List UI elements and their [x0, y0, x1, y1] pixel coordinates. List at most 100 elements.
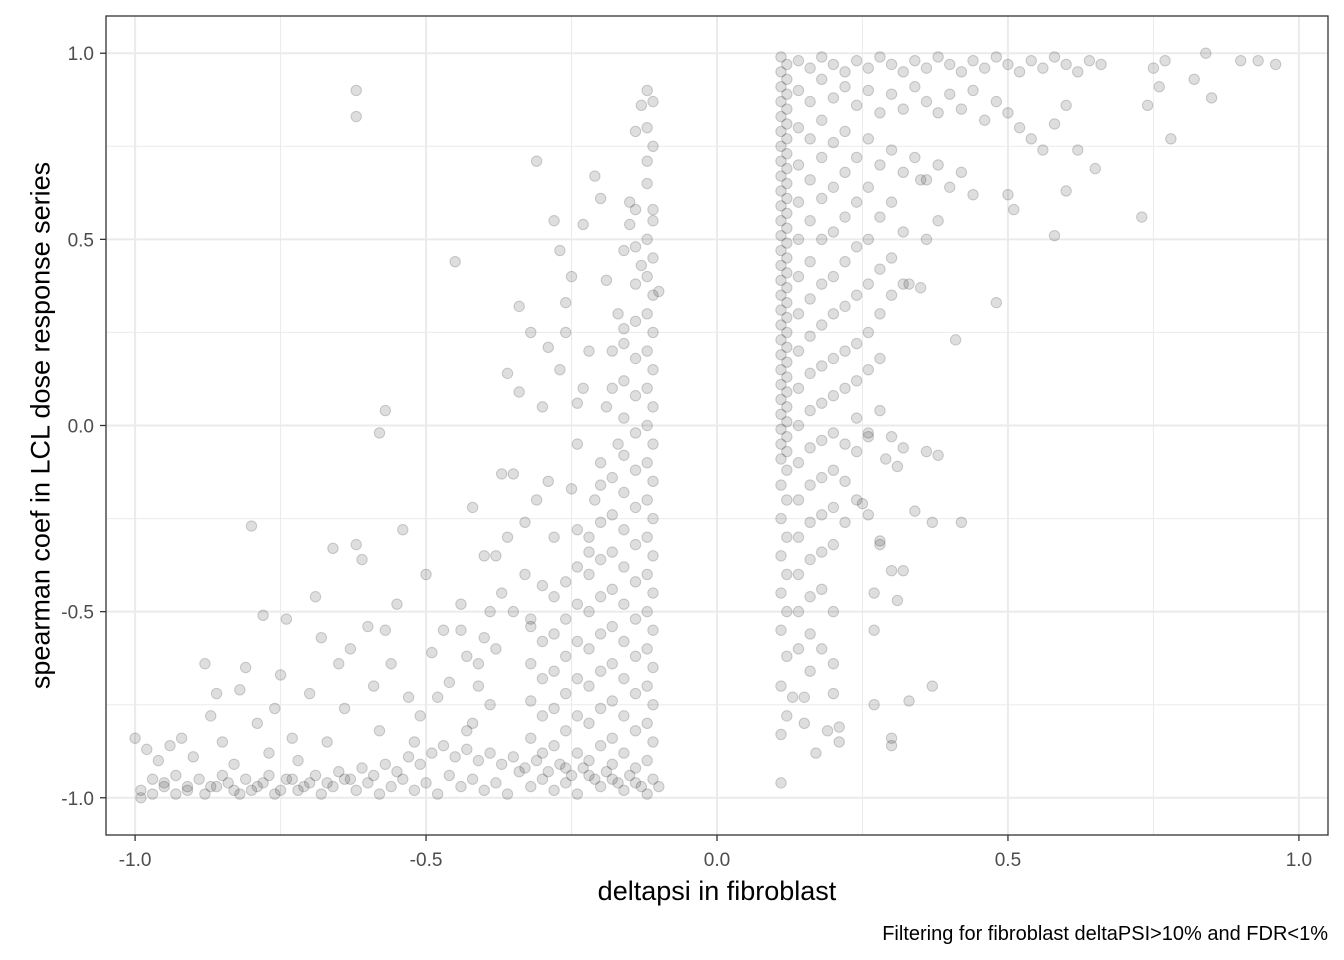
data-point — [804, 591, 816, 603]
data-point — [792, 568, 805, 581]
grid — [106, 16, 1328, 835]
data-point — [525, 695, 537, 707]
data-point — [408, 736, 421, 748]
data-point — [647, 624, 659, 636]
data-point — [926, 516, 939, 528]
data-point — [885, 88, 898, 100]
data-point — [629, 538, 642, 551]
data-point — [781, 133, 793, 145]
data-point — [536, 635, 549, 648]
data-point — [618, 710, 630, 722]
data-point — [594, 665, 607, 677]
data-point — [292, 784, 304, 797]
data-point — [181, 784, 194, 797]
x-tick-label: -1.0 — [119, 850, 152, 871]
data-point — [618, 784, 630, 797]
data-point — [891, 460, 904, 473]
data-point — [618, 672, 630, 685]
data-point — [158, 777, 170, 789]
data-point — [850, 494, 863, 506]
data-point — [862, 62, 874, 74]
data-point — [932, 51, 944, 63]
data-point — [455, 598, 467, 610]
data-point — [874, 51, 886, 63]
data-point — [624, 196, 636, 208]
data-point — [641, 754, 653, 767]
data-point — [990, 95, 1003, 108]
data-point — [263, 747, 275, 759]
data-point — [816, 471, 828, 484]
data-point — [565, 483, 578, 495]
data-point — [792, 84, 805, 97]
data-point — [827, 181, 840, 193]
data-point — [839, 66, 851, 78]
data-point — [885, 144, 898, 156]
data-point — [1083, 54, 1096, 67]
data-point — [589, 773, 601, 785]
data-point — [641, 121, 653, 134]
data-point — [245, 520, 258, 532]
data-point — [775, 244, 787, 257]
data-point — [373, 725, 386, 737]
data-point — [874, 107, 886, 119]
data-point — [1165, 133, 1177, 145]
data-point — [600, 274, 613, 287]
data-point — [926, 680, 939, 692]
data-point — [949, 334, 962, 346]
data-point — [839, 300, 851, 313]
data-point — [781, 386, 793, 398]
data-point — [827, 538, 840, 551]
data-point — [624, 769, 636, 782]
data-point — [571, 561, 584, 573]
data-point — [327, 780, 339, 793]
data-point — [641, 155, 653, 167]
data-point — [647, 95, 659, 108]
data-point — [885, 732, 898, 744]
data-point — [804, 62, 816, 74]
data-point — [571, 747, 584, 759]
data-point — [216, 769, 229, 782]
data-point — [781, 341, 793, 354]
data-point — [647, 203, 659, 216]
data-point — [571, 672, 584, 685]
data-point — [321, 777, 333, 789]
data-point — [554, 244, 566, 257]
data-point — [804, 293, 816, 305]
data-point — [827, 92, 840, 104]
data-point — [932, 449, 944, 461]
data-point — [641, 382, 653, 394]
data-point — [606, 773, 618, 785]
data-point — [222, 777, 234, 789]
data-point — [868, 699, 880, 711]
data-point — [466, 773, 479, 785]
data-point — [862, 133, 874, 145]
data-point — [583, 680, 595, 692]
data-point — [210, 780, 223, 793]
data-point — [461, 743, 473, 756]
data-point — [1188, 73, 1200, 85]
data-point — [594, 479, 607, 491]
data-point — [385, 780, 397, 793]
data-point — [850, 54, 863, 67]
data-point — [885, 739, 898, 752]
data-point — [175, 732, 188, 744]
data-point — [1159, 54, 1171, 67]
data-point — [1072, 66, 1084, 78]
data-point — [606, 620, 618, 633]
data-point — [775, 408, 787, 421]
data-point — [775, 393, 787, 406]
data-point — [629, 501, 642, 514]
data-point — [606, 583, 618, 595]
data-point — [519, 516, 531, 528]
data-point — [513, 766, 525, 778]
data-point — [635, 99, 648, 112]
data-point — [1153, 81, 1165, 93]
data-point — [868, 587, 880, 599]
data-point — [618, 244, 630, 257]
data-point — [455, 624, 467, 636]
data-point — [647, 661, 659, 674]
data-point — [344, 773, 357, 785]
data-point — [850, 375, 863, 387]
data-point — [583, 754, 595, 767]
data-point — [641, 270, 653, 283]
